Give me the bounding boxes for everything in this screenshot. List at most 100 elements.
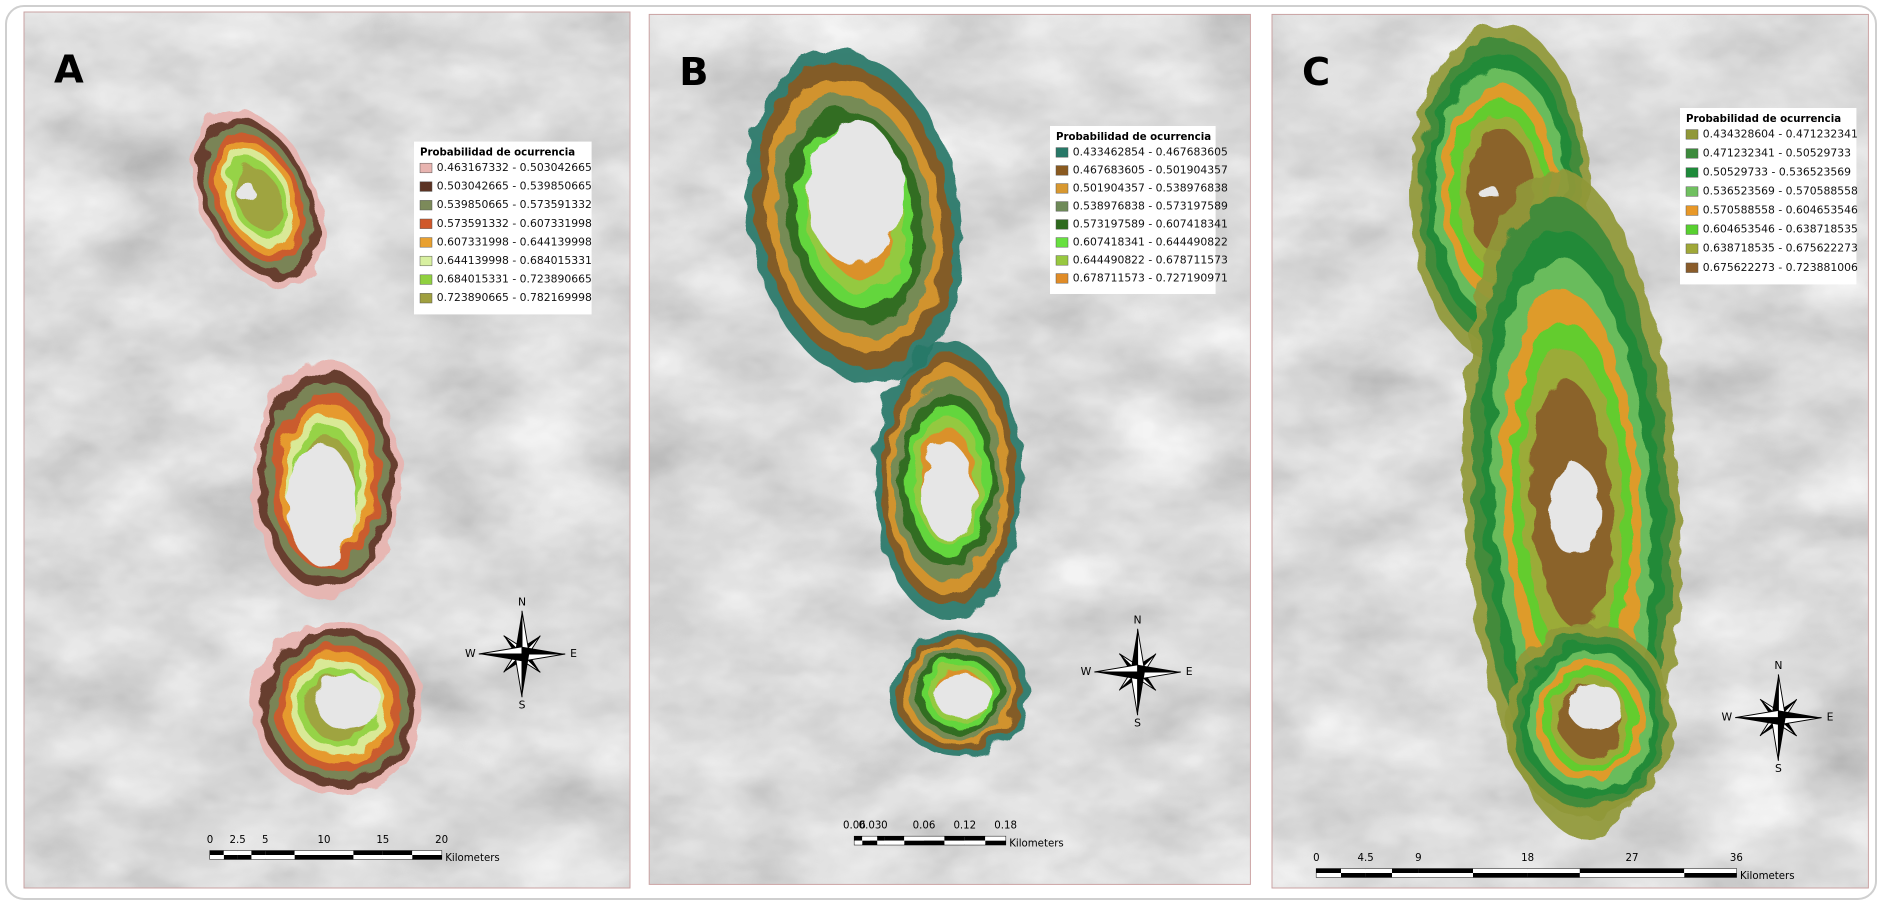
compass-w: W — [1081, 665, 1092, 678]
summit — [236, 182, 255, 201]
legend: Probabilidad de ocurrencia 0.433462854 - … — [1050, 126, 1228, 294]
map-panel: C Probabilidad de ocurrencia0.434328604 -… — [1272, 14, 1868, 888]
scale-segment — [1528, 873, 1580, 877]
legend-swatch — [1686, 263, 1698, 273]
scale-segment — [210, 855, 224, 859]
scale-segment — [870, 841, 877, 845]
legend-title: Probabilidad de ocurrencia — [1056, 132, 1211, 143]
scale-segment — [251, 851, 265, 855]
summit — [1478, 185, 1497, 199]
legend-label: 0.604653546 - 0.638718535 — [1703, 223, 1858, 236]
summit — [314, 676, 381, 729]
legend-label: 0.433462854 - 0.467683605 — [1073, 145, 1228, 158]
compass-s: S — [519, 699, 526, 712]
scale-segment — [251, 855, 265, 859]
summit — [934, 674, 992, 717]
panel-label: C — [1302, 50, 1330, 95]
scale-segment — [1366, 869, 1392, 873]
scale-segment — [877, 836, 884, 840]
legend-label: 0.573197589 - 0.607418341 — [1073, 217, 1228, 230]
compass-n: N — [1774, 659, 1782, 672]
legend-swatch — [1056, 256, 1068, 266]
panel-label: A — [54, 48, 84, 93]
scale-segment — [1341, 873, 1366, 877]
legend-swatch — [420, 182, 432, 192]
scale-unit: Kilometers — [1740, 871, 1795, 882]
scale-segment — [1316, 873, 1341, 877]
figure: A Probabilidad de ocurrencia0.463167332 -… — [0, 0, 1882, 905]
scale-tick-label: 0.03 — [859, 821, 882, 832]
legend-title: Probabilidad de ocurrencia — [420, 147, 575, 158]
legend-swatch — [420, 200, 432, 210]
compass-e: E — [1827, 711, 1834, 724]
scale-tick-label: 0 — [1313, 853, 1319, 864]
legend: Probabilidad de ocurrencia0.463167332 - … — [414, 142, 592, 315]
scale-tick-label: 18 — [1521, 853, 1534, 864]
compass-e: E — [1186, 665, 1193, 678]
scale-segment — [862, 836, 870, 840]
summit — [288, 444, 355, 564]
legend-label: 0.536523569 - 0.570588558 — [1703, 185, 1858, 198]
scale-tick-label: 9 — [1415, 853, 1421, 864]
compass-s: S — [1775, 762, 1782, 775]
compass-n: N — [1134, 613, 1142, 626]
legend-swatch — [1686, 130, 1698, 140]
scale-segment — [1684, 873, 1736, 877]
legend-label: 0.723890665 - 0.782169998 — [437, 291, 592, 304]
map-panel: B Probabilidad de ocurrencia 0.433462854 -… — [649, 14, 1250, 884]
scale-segment — [904, 841, 924, 845]
scale-segment — [854, 841, 862, 845]
scale-tick-label: 0 — [881, 821, 887, 832]
legend-label: 0.644490822 - 0.678711573 — [1073, 253, 1228, 266]
scale-unit: Kilometers — [1009, 839, 1064, 850]
scale-segment — [1418, 873, 1473, 877]
scale-segment — [1580, 873, 1632, 877]
scale-tick-label: 0.12 — [953, 821, 976, 832]
scale-segment — [1341, 869, 1366, 873]
scale-segment — [965, 841, 985, 845]
scale-segment — [383, 851, 412, 855]
scale-tick-label: 36 — [1730, 853, 1743, 864]
legend-label: 0.607331998 - 0.644139998 — [437, 235, 592, 248]
legend-label: 0.467683605 - 0.501904357 — [1073, 163, 1228, 176]
legend-swatch — [420, 219, 432, 229]
legend-swatch — [1056, 184, 1068, 194]
scale-tick-label: 0.06 — [913, 821, 936, 832]
legend-label: 0.644139998 - 0.684015331 — [437, 254, 592, 267]
panel-label: B — [679, 50, 708, 95]
legend-swatch — [1686, 168, 1698, 178]
legend-swatch — [1686, 244, 1698, 254]
scale-tick-label: 0 — [207, 835, 213, 846]
legend-label: 0.503042665 - 0.539850665 — [437, 180, 592, 193]
legend-swatch — [1056, 148, 1068, 158]
legend-swatch — [420, 238, 432, 248]
legend-title: Probabilidad de ocurrencia — [1686, 114, 1841, 125]
scale-segment — [1316, 869, 1341, 873]
scale-segment — [383, 855, 412, 859]
scale-tick-label: 0.18 — [994, 821, 1017, 832]
scale-segment — [884, 836, 904, 840]
scale-segment — [884, 841, 904, 845]
scale-segment — [224, 855, 238, 859]
compass-n: N — [518, 595, 526, 608]
scale-segment — [924, 841, 944, 845]
scale-segment — [1528, 869, 1580, 873]
scale-segment — [1392, 869, 1418, 873]
scale-segment — [904, 836, 924, 840]
scale-segment — [265, 855, 294, 859]
scale-segment — [862, 841, 870, 845]
scale-segment — [944, 836, 964, 840]
legend-label: 0.501904357 - 0.538976838 — [1073, 181, 1228, 194]
scale-tick-label: 4.5 — [1357, 853, 1373, 864]
legend-swatch — [420, 293, 432, 303]
scale-tick-label: 20 — [435, 835, 448, 846]
summit — [806, 120, 902, 264]
legend-label: 0.607418341 - 0.644490822 — [1073, 235, 1228, 248]
legend-label: 0.538976838 - 0.573197589 — [1073, 199, 1228, 212]
scale-segment — [224, 851, 238, 855]
scale-segment — [238, 855, 252, 859]
summit — [1548, 464, 1601, 555]
scale-segment — [295, 851, 324, 855]
